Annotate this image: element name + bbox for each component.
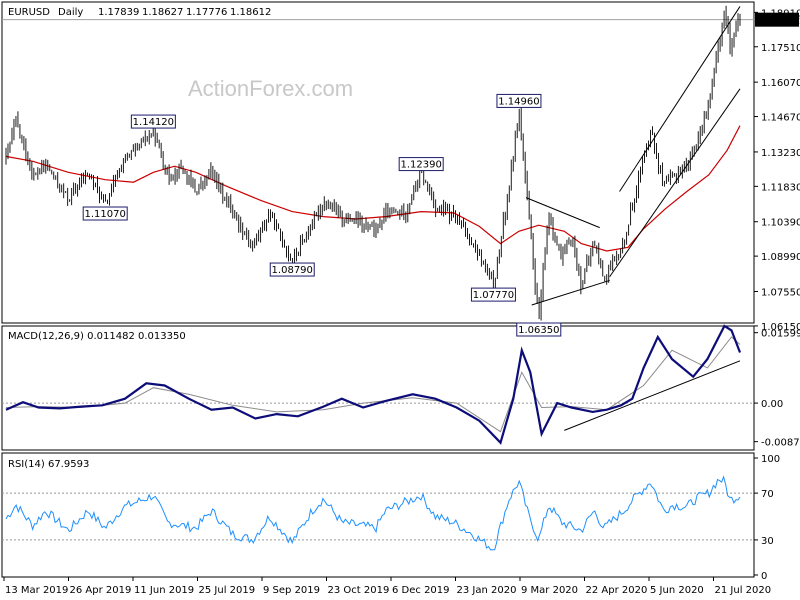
trendlines-layer [525, 6, 741, 306]
x-tick-label: 13 Mar 2019 [5, 585, 68, 596]
level-annotation-box [398, 157, 444, 172]
ohlc-open: 1.17839 [98, 7, 139, 18]
current-price-tag [755, 12, 799, 27]
macd-signal-line [5, 336, 741, 433]
macd-trendline [564, 360, 741, 431]
macd-tick-label: 0.00 [761, 399, 783, 410]
price-trendline [609, 88, 741, 278]
level-annotation-label: 1.12390 [400, 160, 441, 171]
rsi-tick-label: 30 [761, 536, 774, 547]
rsi-tick-label: 100 [761, 454, 780, 465]
symbol-label: EURUSD [8, 7, 50, 18]
x-tick-label: 26 Apr 2019 [70, 585, 132, 596]
ema-line [5, 125, 741, 252]
x-tick-label: 6 Dec 2019 [392, 585, 450, 596]
ohlc-low: 1.17776 [186, 7, 227, 18]
timeframe-label: Daily [58, 7, 83, 18]
price-tick-label: 1.08990 [761, 252, 800, 263]
level-annotation-label: 1.14120 [133, 117, 174, 128]
level-annotation-label: 1.08790 [272, 265, 313, 276]
x-axis: 13 Mar 2019 26 Apr 2019 11 Jun 2019 25 Jul … [3, 577, 772, 596]
level-annotation-box [470, 287, 516, 302]
price-tick-label: 1.10390 [761, 218, 800, 229]
level-annotation-box [82, 206, 128, 221]
x-tick-label: 9 Sep 2019 [263, 585, 320, 596]
macd-line [5, 324, 742, 445]
price-tick-label: 1.06150 [761, 322, 800, 333]
x-tick-label: 23 Jan 2020 [457, 585, 517, 596]
macd-tick-label: -0.00876 [761, 438, 800, 449]
macd-title: MACD(12,26,9) 0.011482 0.013350 [8, 331, 186, 342]
rsi-tick-label: 0 [761, 571, 767, 582]
price-y-axis: 1.189101.175101.160701.146701.132301.118… [2, 8, 800, 333]
level-annotation-label: 1.07770 [473, 290, 514, 301]
x-tick-label: 21 Jul 2020 [715, 585, 772, 596]
x-tick-label: 5 Jun 2020 [650, 585, 704, 596]
level-annotation-box [516, 322, 562, 337]
price-tick-label: 1.17510 [761, 43, 800, 54]
price-tick-label: 1.14670 [761, 113, 800, 124]
x-tick-label: 9 Mar 2020 [521, 585, 578, 596]
price-trendline [619, 6, 741, 192]
level-annotation-box [269, 262, 315, 277]
rsi-tick-label: 70 [761, 489, 774, 500]
ohlc-close: 1.18612 [230, 7, 271, 18]
macd-layer: 0.015991 0.00 -0.00876 [2, 324, 800, 449]
watermark: ActionForex.com [188, 76, 353, 101]
ohlc-high: 1.18627 [142, 7, 183, 18]
price-tick-label: 1.11830 [761, 182, 800, 193]
macd-panel [1, 325, 755, 451]
rsi-line [5, 475, 741, 551]
macd-tick-label: 0.015991 [761, 329, 800, 340]
x-tick-label: 22 Apr 2020 [586, 585, 648, 596]
price-tick-label: 1.07550 [761, 288, 800, 299]
candles-layer [5, 5, 741, 321]
x-tick-label: 11 Jun 2019 [134, 585, 194, 596]
ema-line-layer [5, 125, 741, 252]
rsi-layer: 100 70 30 0 [2, 454, 780, 582]
x-tick-label: 23 Oct 2019 [328, 585, 390, 596]
annotations-layer: 1.14120 1.11070 1.08790 1.12390 1.07770 1.149… [82, 93, 562, 337]
level-annotation-box [496, 93, 542, 108]
price-tick-label: 1.13230 [761, 148, 800, 159]
level-annotation-label: 1.11070 [85, 209, 126, 220]
rsi-panel [1, 452, 755, 578]
level-annotation-label: 1.14960 [498, 96, 539, 107]
level-annotation-box [130, 114, 176, 129]
level-annotation-label: 1.06350 [518, 325, 559, 336]
price-panel [1, 1, 755, 324]
price-trendline [531, 279, 610, 306]
current-price-label: 1.18612 [759, 16, 800, 27]
price-tick-label: 1.16070 [761, 78, 800, 89]
x-tick-label: 25 Jul 2019 [199, 585, 256, 596]
rsi-title: RSI(14) 67.9593 [8, 459, 89, 470]
price-trendline [525, 197, 600, 229]
